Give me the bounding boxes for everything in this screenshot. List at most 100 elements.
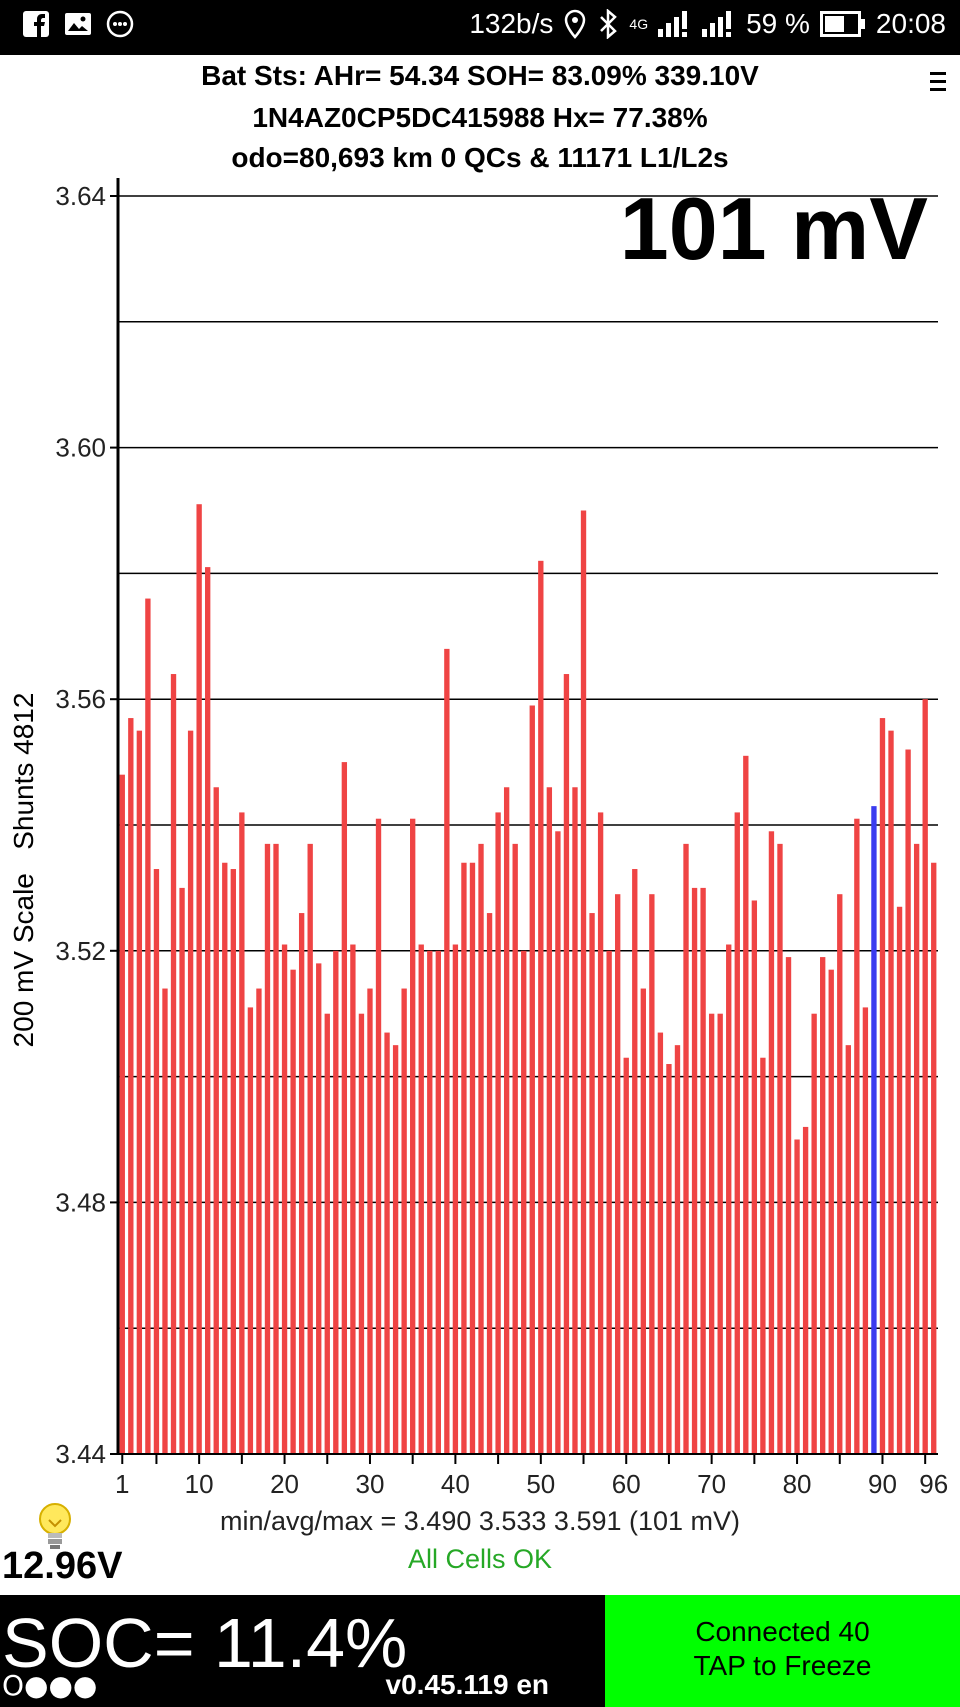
cell-bar[interactable] xyxy=(905,749,911,1454)
cell-bar[interactable] xyxy=(615,894,621,1454)
cell-bar[interactable] xyxy=(401,988,407,1454)
cell-bar[interactable] xyxy=(529,705,535,1454)
cell-bar[interactable] xyxy=(820,957,826,1454)
cell-bar[interactable] xyxy=(538,560,544,1454)
cell-bar[interactable] xyxy=(435,950,441,1454)
cell-bar[interactable] xyxy=(264,843,271,1454)
cell-bar[interactable] xyxy=(179,887,185,1454)
cell-bar[interactable] xyxy=(153,869,160,1454)
cell-bar[interactable] xyxy=(555,831,561,1454)
cell-bar[interactable] xyxy=(350,944,356,1454)
cell-bar[interactable] xyxy=(410,818,416,1454)
cell-bar[interactable] xyxy=(666,1064,672,1454)
cell-bar[interactable] xyxy=(845,1045,851,1454)
cell-bar[interactable] xyxy=(734,812,740,1454)
cell-bar[interactable] xyxy=(384,1032,390,1454)
cell-bar[interactable] xyxy=(828,969,834,1454)
cell-bar[interactable] xyxy=(640,988,646,1454)
cell-bar[interactable] xyxy=(632,869,638,1454)
lightbulb-icon[interactable] xyxy=(34,1500,76,1560)
cell-bar[interactable] xyxy=(785,957,792,1454)
cell-bar[interactable] xyxy=(213,787,219,1454)
cell-bar[interactable] xyxy=(486,913,493,1454)
cell-bar[interactable] xyxy=(580,510,587,1455)
cell-bar[interactable] xyxy=(811,1013,817,1454)
cell-bar[interactable] xyxy=(333,950,339,1454)
cell-bar[interactable] xyxy=(768,831,775,1454)
cell-bar[interactable] xyxy=(674,1045,681,1454)
cell-bar[interactable] xyxy=(256,988,262,1454)
cell-bar[interactable] xyxy=(913,843,920,1454)
cell-bar[interactable] xyxy=(367,988,373,1454)
cell-bar[interactable] xyxy=(469,862,476,1454)
cell-bar[interactable] xyxy=(452,944,459,1454)
cell-bar[interactable] xyxy=(862,1007,869,1454)
cell-bar[interactable] xyxy=(597,812,604,1454)
cell-bar[interactable] xyxy=(691,887,698,1454)
cell-bar[interactable] xyxy=(922,699,928,1454)
cell-bar[interactable] xyxy=(230,869,236,1454)
cell-bar[interactable] xyxy=(794,1139,800,1455)
cell-bar[interactable] xyxy=(222,862,228,1454)
cell-bar[interactable] xyxy=(495,812,501,1454)
cell-bar[interactable] xyxy=(128,718,134,1454)
cell-bar[interactable] xyxy=(341,762,348,1454)
cell-bar[interactable] xyxy=(273,843,279,1454)
cell-bar[interactable] xyxy=(751,900,758,1454)
cell-bar[interactable] xyxy=(683,843,689,1454)
cell-bar[interactable] xyxy=(316,963,322,1454)
cell-bar[interactable] xyxy=(589,913,595,1454)
cell-bar[interactable] xyxy=(623,1057,629,1454)
cell-bar[interactable] xyxy=(879,718,886,1454)
cell-bar[interactable] xyxy=(478,843,484,1454)
cell-bar[interactable] xyxy=(290,969,296,1454)
cell-bar[interactable] xyxy=(247,1007,254,1454)
cell-bar[interactable] xyxy=(700,887,706,1454)
cell-bar[interactable] xyxy=(931,862,937,1454)
cell-bar[interactable] xyxy=(427,950,433,1454)
cell-bar[interactable] xyxy=(170,674,177,1454)
cell-bar[interactable] xyxy=(837,894,843,1454)
cell-bar[interactable] xyxy=(572,787,578,1454)
cell-bar[interactable] xyxy=(743,755,749,1454)
cell-bar[interactable] xyxy=(187,730,194,1454)
cell-bar[interactable] xyxy=(563,674,570,1454)
cell-bar[interactable] xyxy=(708,1013,715,1454)
cell-bar[interactable] xyxy=(119,774,125,1454)
cell-bar[interactable] xyxy=(375,818,382,1454)
cell-bar[interactable] xyxy=(298,913,305,1454)
cell-bar[interactable] xyxy=(726,944,732,1454)
cell-bar[interactable] xyxy=(461,862,467,1454)
cell-bar[interactable] xyxy=(802,1126,809,1454)
cell-bar[interactable] xyxy=(521,950,527,1454)
cell-bar[interactable] xyxy=(162,988,168,1454)
cell-bar[interactable] xyxy=(657,1032,664,1454)
cell-bar[interactable] xyxy=(503,787,510,1454)
cell-bar[interactable] xyxy=(281,944,288,1454)
connection-freeze-button[interactable]: Connected 40 TAP to Freeze xyxy=(605,1595,960,1707)
cell-bar[interactable] xyxy=(649,894,655,1454)
cell-bar[interactable] xyxy=(546,787,553,1454)
cell-bar[interactable] xyxy=(307,843,313,1454)
cell-voltage-chart[interactable]: 3.64 3.60 3.56 3.52 3.48 3.44 1 10 20 30 40 50 60 70 8… xyxy=(0,0,960,1500)
cell-bar[interactable] xyxy=(777,843,783,1454)
menu-icon[interactable] xyxy=(930,68,946,96)
cell-bar[interactable] xyxy=(854,818,860,1454)
cell-bar[interactable] xyxy=(136,730,143,1454)
cell-bar[interactable] xyxy=(444,648,450,1454)
cell-bar[interactable] xyxy=(717,1013,723,1454)
cell-bar[interactable] xyxy=(205,567,211,1454)
cell-bar[interactable] xyxy=(871,806,877,1454)
cell-bar[interactable] xyxy=(239,812,245,1454)
cell-bar[interactable] xyxy=(392,1045,399,1454)
cell-bar[interactable] xyxy=(512,843,518,1454)
cell-bar[interactable] xyxy=(760,1057,766,1454)
cell-bar[interactable] xyxy=(145,598,151,1454)
cell-bar[interactable] xyxy=(196,504,202,1455)
cell-bar[interactable] xyxy=(324,1013,330,1454)
cell-bar[interactable] xyxy=(606,950,612,1454)
cell-bar[interactable] xyxy=(888,730,894,1454)
cell-bar[interactable] xyxy=(896,906,903,1454)
cell-bar[interactable] xyxy=(358,1013,365,1454)
cell-bar[interactable] xyxy=(418,944,424,1454)
